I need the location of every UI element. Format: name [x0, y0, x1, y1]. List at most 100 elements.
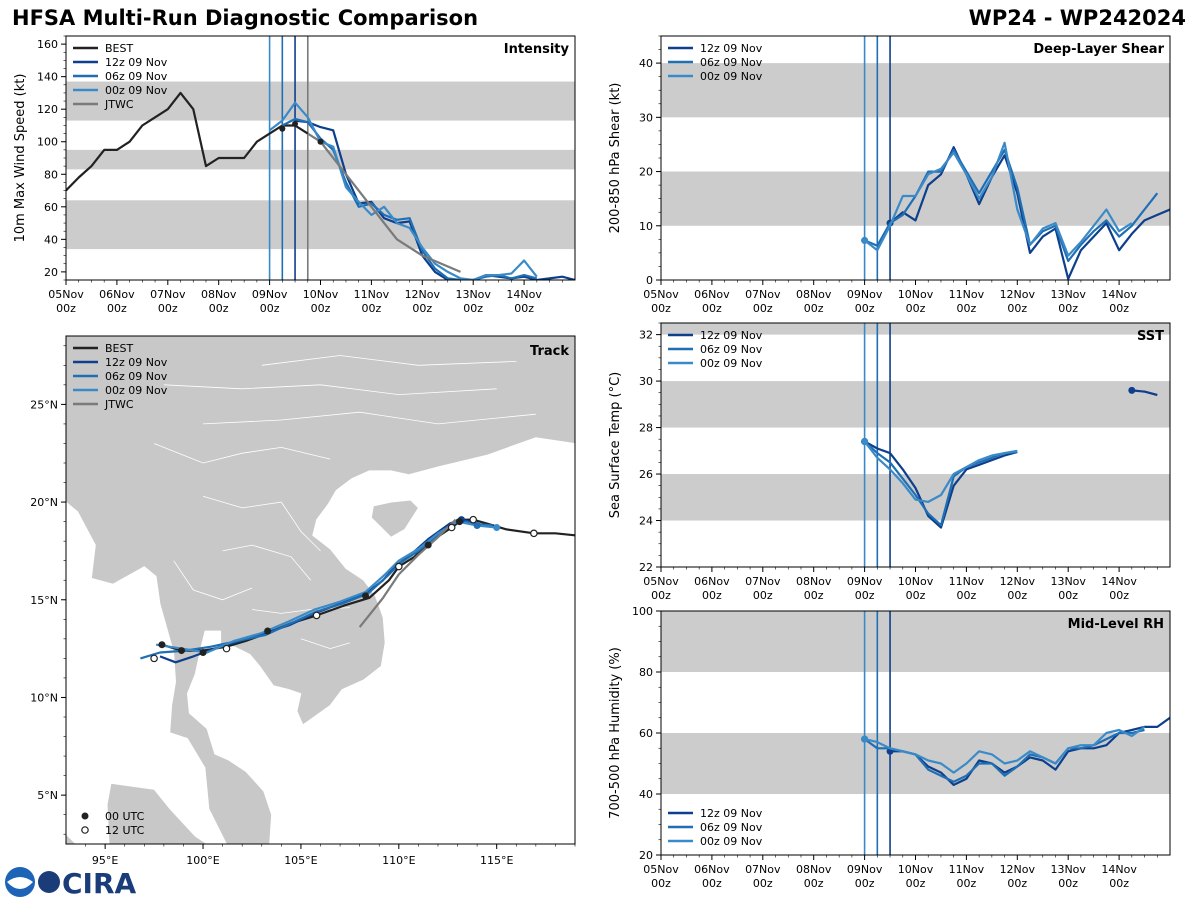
- cira-globe-icon: [38, 871, 60, 893]
- intensity-legend-label: JTWC: [104, 98, 134, 111]
- sst-legend-label: 12z 09 Nov: [700, 329, 763, 342]
- track-legend-label: 06z 09 Nov: [105, 370, 168, 383]
- main-title: HFSA Multi-Run Diagnostic Comparison: [12, 6, 479, 30]
- intensity-band: [66, 81, 575, 121]
- shear-xtick-hour: 00z: [957, 302, 977, 315]
- rh-xtick-day: 07Nov: [745, 863, 781, 876]
- track-border-line: [300, 638, 351, 650]
- rh-xtick-hour: 00z: [804, 877, 824, 890]
- shear-xtick-hour: 00z: [1058, 302, 1078, 315]
- track-legend-label: 12z 09 Nov: [105, 356, 168, 369]
- shear-series-run_06z: [864, 148, 1159, 263]
- shear-series-run_12z: [889, 146, 1170, 280]
- intensity-ylabel: 10m Max Wind Speed (kt): [13, 74, 28, 243]
- intensity-xtick-hour: 00z: [311, 302, 331, 315]
- sst-xtick-hour: 00z: [855, 589, 875, 602]
- rh-legend-label: 00z 09 Nov: [700, 835, 763, 848]
- track-marker-00utc: [199, 649, 207, 657]
- intensity-ytick-label: 60: [44, 201, 58, 214]
- intensity-best-dot: [279, 125, 286, 132]
- shear-title: Deep-Layer Shear: [1033, 42, 1164, 57]
- track-marker-12utc: [150, 654, 158, 663]
- shear-xtick-day: 09Nov: [847, 288, 883, 301]
- sst-xtick-day: 08Nov: [796, 575, 832, 588]
- cira-logo-text: CIRA: [62, 867, 137, 900]
- shear-xtick-day: 13Nov: [1050, 288, 1086, 301]
- rh-xtick-day: 11Nov: [949, 863, 985, 876]
- intensity-legend-label: 12z 09 Nov: [105, 56, 168, 69]
- shear-xtick-hour: 00z: [804, 302, 824, 315]
- track-marker-00utc: [455, 518, 463, 526]
- sst-ytick-label: 32: [639, 329, 653, 342]
- intensity-best-dot: [292, 120, 299, 127]
- sst-ytick-label: 28: [639, 422, 653, 435]
- shear-xtick-hour: 00z: [1109, 302, 1129, 315]
- intensity-xtick-day: 13Nov: [455, 288, 491, 301]
- rh-ytick-label: 80: [639, 666, 653, 679]
- panel-track: 95°E 100°E 105°E 110°E 115°E 5°N 10°N 15°N 20°N 2…: [30, 335, 576, 867]
- track-land: [370, 499, 419, 538]
- intensity-xtick-hour: 00z: [412, 302, 432, 315]
- intensity-ytick-label: 120: [37, 103, 58, 116]
- rh-xtick-hour: 00z: [753, 877, 773, 890]
- sst-xtick-day: 13Nov: [1050, 575, 1086, 588]
- intensity-legend-label: BEST: [105, 42, 133, 55]
- rh-xtick-hour: 00z: [855, 877, 875, 890]
- sst-xtick-day: 10Nov: [898, 575, 934, 588]
- track-border-line: [173, 560, 253, 601]
- rh-series-run_00z: [864, 726, 1146, 774]
- intensity-xtick-hour: 00z: [260, 302, 280, 315]
- track-border-line: [222, 544, 312, 581]
- track-legend-label: 00z 09 Nov: [105, 384, 168, 397]
- sst-xtick-hour: 00z: [753, 589, 773, 602]
- rh-xtick-day: 12Nov: [1000, 863, 1036, 876]
- rh-title: Mid-Level RH: [1068, 617, 1164, 632]
- rh-ytick-label: 100: [632, 605, 653, 618]
- sst-ytick-label: 24: [639, 515, 653, 528]
- shear-legend-label: 00z 09 Nov: [700, 70, 763, 83]
- rh-xtick-day: 14Nov: [1101, 863, 1137, 876]
- intensity-band: [66, 149, 575, 170]
- shear-ylabel: 200-850 hPa Shear (kt): [608, 83, 623, 234]
- intensity-band: [66, 200, 575, 250]
- intensity-xtick-hour: 00z: [56, 302, 76, 315]
- rh-init-point: [861, 735, 869, 743]
- sst-xtick-day: 14Nov: [1101, 575, 1137, 588]
- sst-xtick-hour: 00z: [957, 589, 977, 602]
- sst-title: SST: [1137, 329, 1164, 344]
- shear-series-run_00z: [863, 141, 1133, 257]
- intensity-xtick-day: 05Nov: [48, 288, 84, 301]
- shear-xtick-day: 11Nov: [949, 288, 985, 301]
- track-ytick-label: 15°N: [30, 594, 58, 607]
- rh-xtick-hour: 00z: [1007, 877, 1027, 890]
- track-ytick-label: 5°N: [37, 789, 58, 802]
- track-marker-12utc: [222, 644, 231, 653]
- sst-xtick-day: 05Nov: [643, 575, 679, 588]
- track-xtick-label: 105°E: [284, 854, 317, 867]
- intensity-xtick-hour: 00z: [158, 302, 178, 315]
- sst-ytick-label: 26: [639, 468, 653, 481]
- sst-ytick-label: 30: [639, 375, 653, 388]
- intensity-ytick-label: 160: [37, 38, 58, 51]
- shear-xtick-day: 06Nov: [694, 288, 730, 301]
- sst-xtick-day: 11Nov: [949, 575, 985, 588]
- sst-band: [661, 381, 1170, 428]
- track-marker-00utc: [264, 627, 272, 635]
- intensity-plot-area: [66, 36, 575, 280]
- storm-id: WP24 - WP242024: [968, 6, 1186, 30]
- intensity-xtick-hour: 00z: [107, 302, 127, 315]
- sst-ytick-label: 22: [639, 561, 653, 574]
- track-marker-00utc: [158, 641, 166, 649]
- sst-xtick-day: 09Nov: [847, 575, 883, 588]
- track-border-line: [153, 443, 331, 464]
- shear-xtick-hour: 00z: [855, 302, 875, 315]
- rh-xtick-hour: 00z: [702, 877, 722, 890]
- intensity-legend-label: 00z 09 Nov: [105, 84, 168, 97]
- intensity-legend-label: 06z 09 Nov: [105, 70, 168, 83]
- track-xtick-label: 115°E: [480, 854, 513, 867]
- track-xtick-label: 100°E: [186, 854, 219, 867]
- shear-ytick-label: 30: [639, 111, 653, 124]
- intensity-xtick-day: 12Nov: [405, 288, 441, 301]
- sst-xtick-day: 07Nov: [745, 575, 781, 588]
- rh-band: [661, 611, 1170, 672]
